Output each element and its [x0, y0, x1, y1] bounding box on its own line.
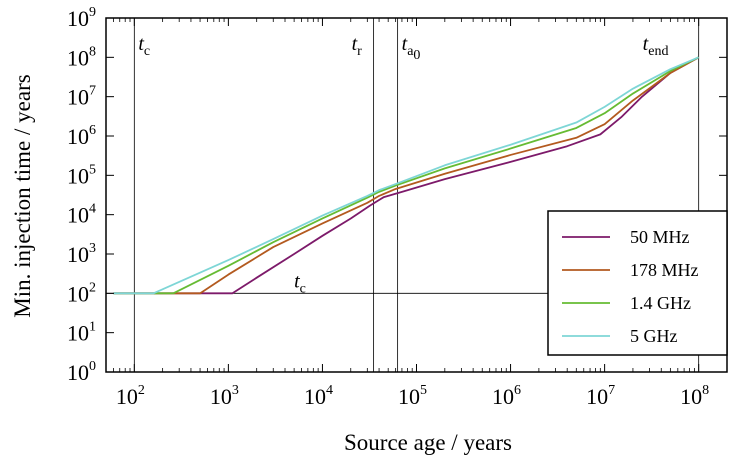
y-tick-label: 105 — [67, 162, 96, 188]
legend: 50 MHz 178 MHz 1.4 GHz 5 GHz — [547, 210, 728, 356]
y-tick-label: 100 — [67, 359, 96, 385]
reference-line-label: tc — [294, 270, 306, 296]
x-tick-label: 104 — [304, 383, 333, 409]
legend-label: 5 GHz — [630, 326, 678, 346]
reference-line-label: ta0 — [402, 33, 421, 63]
series-line — [113, 56, 700, 295]
series-line — [113, 56, 700, 295]
y-tick-label: 108 — [67, 44, 96, 70]
reference-line-label: tr — [352, 33, 363, 59]
x-tick-label: 105 — [398, 383, 427, 409]
x-tick-label: 102 — [116, 383, 145, 409]
reference-line-label: tend — [643, 33, 669, 59]
legend-box — [547, 210, 728, 356]
legend-label: 50 MHz — [630, 227, 690, 247]
y-tick-label: 107 — [67, 84, 96, 110]
y-tick-label: 101 — [67, 320, 96, 346]
x-tick-label: 103 — [210, 383, 239, 409]
y-axis-title: Min. injection time / years — [10, 74, 35, 317]
legend-label: 178 MHz — [630, 260, 699, 280]
y-tick-label: 102 — [67, 280, 96, 306]
legend-label: 1.4 GHz — [630, 293, 691, 313]
series-lines — [113, 56, 700, 295]
x-tick-label: 107 — [586, 383, 615, 409]
y-tick-label: 109 — [67, 5, 96, 31]
y-tick-label: 104 — [67, 202, 96, 228]
x-tick-label: 106 — [492, 383, 521, 409]
x-tick-label: 108 — [680, 383, 709, 409]
reference-line-label: tc — [138, 33, 150, 59]
series-line — [113, 56, 700, 295]
y-tick-label: 103 — [67, 241, 96, 267]
y-tick-label: 106 — [67, 123, 96, 149]
ticks: 102 103 104 105 106 107 108 100 101 102 103 104 105 1… — [67, 5, 727, 409]
series-line — [113, 56, 700, 295]
annotations: tc tr ta0 tend tc — [138, 33, 668, 296]
x-axis-title: Source age / years — [344, 430, 512, 455]
